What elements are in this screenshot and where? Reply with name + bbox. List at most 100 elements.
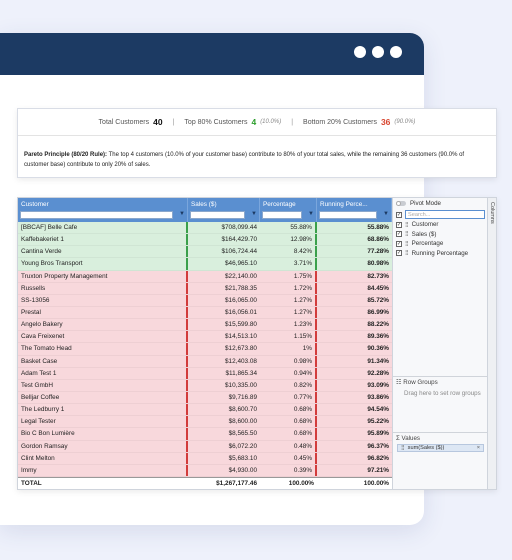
table-row[interactable]: Test GmbH $10,335.00 0.82% 93.09% xyxy=(18,379,392,392)
checkbox-checked-icon[interactable]: ✓ xyxy=(396,250,402,257)
cell-percentage: 0.39% xyxy=(260,464,317,476)
cell-sales: $12,403.08 xyxy=(225,357,257,365)
pareto-text: The top 4 customers (10.0% of your custo… xyxy=(24,152,465,168)
cell-running-percentage: 82.73% xyxy=(367,272,389,280)
columns-side-tab[interactable]: Columns xyxy=(487,198,496,489)
table-row[interactable]: Legal Tester $8,600.00 0.68% 95.22% xyxy=(18,416,392,429)
filter-input-customer[interactable] xyxy=(20,211,173,219)
cell-percentage: 8.42% xyxy=(260,246,317,258)
filter-icon[interactable]: ▼ xyxy=(179,211,185,217)
cell-customer: Cantina Verde xyxy=(18,246,188,258)
table-row[interactable]: The Ledburry 1 $8,600.70 0.68% 94.54% xyxy=(18,404,392,417)
sigma-icon: Σ xyxy=(396,435,402,442)
cell-sales: $10,335.00 xyxy=(225,381,257,389)
table-row[interactable]: Immy $4,930.00 0.39% 97.21% xyxy=(18,464,392,477)
table-row[interactable]: Angelo Bakery $15,599.80 1.23% 88.22% xyxy=(18,319,392,332)
cell-customer: The Tomato Head xyxy=(18,343,188,355)
cell-customer: Kaffebakeriet 1 xyxy=(18,234,188,246)
cell-customer: SS-13056 xyxy=(18,294,188,306)
table-row[interactable]: Russells $21,788.35 1.72% 84.45% xyxy=(18,282,392,295)
values-chip[interactable]: ⣿ sum(Sales ($)) × xyxy=(397,444,484,452)
select-all-checkbox[interactable]: ✓ xyxy=(396,211,402,218)
row-groups-section[interactable]: ☷ Row Groups Drag here to set row groups xyxy=(393,376,488,429)
cell-running-percentage: 95.89% xyxy=(367,430,389,438)
column-item-running-percentage[interactable]: ✓ ⣿ Running Percentage xyxy=(393,249,488,259)
cell-sales: $8,600.70 xyxy=(228,406,257,414)
cell-running-percentage: 88.22% xyxy=(367,321,389,329)
cell-running-percentage: 93.86% xyxy=(367,393,389,401)
table-row[interactable]: Truxton Property Management $22,140.00 1.7… xyxy=(18,270,392,283)
bottom-customers-label: Bottom 20% Customers xyxy=(303,118,377,126)
column-item-label: Sales ($) xyxy=(411,230,437,238)
table-row[interactable]: Prestal $16,056.01 1.27% 86.99% xyxy=(18,306,392,320)
column-item-sales[interactable]: ✓ ⣿ Sales ($) xyxy=(393,230,488,240)
column-header-percentage[interactable]: Percentage xyxy=(260,198,317,210)
pareto-description: Pareto Principle (80/20 Rule): The top 4… xyxy=(18,136,496,170)
cell-percentage: 1% xyxy=(260,343,317,355)
table-row[interactable]: SS-13056 $16,065.00 1.27% 85.72% xyxy=(18,294,392,307)
summary-stats: Total Customers 40 | Top 80% Customers 4… xyxy=(18,109,496,136)
drag-grip-icon[interactable]: ⣿ xyxy=(405,240,409,247)
drag-grip-icon[interactable]: ⣿ xyxy=(405,250,409,257)
cell-customer: The Ledburry 1 xyxy=(18,404,188,416)
table-row[interactable]: Cava Freixenet $14,513.10 1.15% 89.36% xyxy=(18,331,392,344)
summary-card: Total Customers 40 | Top 80% Customers 4… xyxy=(17,108,497,178)
table-row[interactable]: Gordon Ramsay $6,072.20 0.48% 96.37% xyxy=(18,440,392,453)
cell-sales: $16,065.00 xyxy=(225,296,257,304)
values-section[interactable]: Σ Values ⣿ sum(Sales ($)) × xyxy=(393,432,488,489)
cell-sales: $106,724.44 xyxy=(221,248,257,256)
cell-sales: $14,513.10 xyxy=(225,333,257,341)
filter-input-running-percentage[interactable] xyxy=(319,211,377,219)
drag-grip-icon[interactable]: ⣿ xyxy=(401,445,405,451)
column-header-sales[interactable]: Sales ($) xyxy=(188,198,260,210)
grid-filter-row: ▼ ▼ ▼ ▼ xyxy=(18,210,392,222)
values-title: Values xyxy=(401,435,421,442)
filter-icon[interactable]: ▼ xyxy=(251,211,257,217)
cell-running-percentage: 68.86% xyxy=(367,236,389,244)
column-search-input[interactable]: Search... xyxy=(405,210,485,219)
cell-customer: Belljar Coffee xyxy=(18,391,188,404)
filter-icon[interactable]: ▼ xyxy=(383,211,389,217)
window-control-dot-2[interactable] xyxy=(372,46,384,58)
table-row[interactable]: Young Bros Transport $46,965.10 3.71% 80.98… xyxy=(18,258,392,271)
table-row[interactable]: Clint Melton $5,683.10 0.45% 96.82% xyxy=(18,452,392,465)
cell-percentage: 1.27% xyxy=(260,306,317,319)
drag-grip-icon[interactable]: ⣿ xyxy=(405,231,409,238)
column-item-percentage[interactable]: ✓ ⣿ Percentage xyxy=(393,239,488,249)
table-row[interactable]: Bio C Bon Lumière $8,565.50 0.68% 95.89% xyxy=(18,428,392,441)
window-control-dot-3[interactable] xyxy=(390,46,402,58)
drag-grip-icon[interactable]: ⣿ xyxy=(405,221,409,228)
table-row[interactable]: Cantina Verde $106,724.44 8.42% 77.28% xyxy=(18,246,392,259)
table-row[interactable]: The Tomato Head $12,673.80 1% 90.36% xyxy=(18,343,392,356)
column-header-customer[interactable]: Customer xyxy=(18,198,188,210)
table-row[interactable]: Belljar Coffee $9,716.89 0.77% 93.86% xyxy=(18,391,392,405)
cell-customer: Basket Case xyxy=(18,355,188,367)
table-row[interactable]: [BBCAF] Belle Cafe $708,099.44 55.88% 55.88… xyxy=(18,222,392,235)
cell-percentage: 0.77% xyxy=(260,391,317,404)
cell-percentage: 12.98% xyxy=(260,234,317,246)
filter-icon[interactable]: ▼ xyxy=(308,211,314,217)
remove-icon[interactable]: × xyxy=(476,445,480,451)
cell-customer: Immy xyxy=(18,464,188,476)
filter-input-sales[interactable] xyxy=(190,211,245,219)
column-header-running-percentage[interactable]: Running Perce... xyxy=(317,198,392,210)
pivot-mode-row[interactable]: Pivot Mode xyxy=(393,198,488,209)
checkbox-checked-icon[interactable]: ✓ xyxy=(396,221,402,228)
window-control-dot-1[interactable] xyxy=(354,46,366,58)
checkbox-checked-icon[interactable]: ✓ xyxy=(396,240,402,247)
column-item-customer[interactable]: ✓ ⣿ Customer xyxy=(393,220,488,230)
cell-percentage: 0.68% xyxy=(260,416,317,428)
table-row[interactable]: Kaffebakeriet 1 $164,429.70 12.98% 68.86% xyxy=(18,234,392,247)
columns-tab-label: Columns xyxy=(489,202,495,224)
total-row: TOTAL $1,267,177.46 100.00% 100.00% xyxy=(18,476,392,489)
table-row[interactable]: Adam Test 1 $11,865.34 0.94% 92.28% xyxy=(18,367,392,380)
filter-input-percentage[interactable] xyxy=(262,211,302,219)
cell-customer: Clint Melton xyxy=(18,452,188,464)
table-row[interactable]: Basket Case $12,403.08 0.98% 91.34% xyxy=(18,355,392,368)
row-groups-title: Row Groups xyxy=(403,379,438,386)
checkbox-checked-icon[interactable]: ✓ xyxy=(396,231,402,238)
cell-percentage: 0.82% xyxy=(260,379,317,391)
column-search-row: ✓ Search... xyxy=(393,209,488,220)
pivot-mode-toggle[interactable] xyxy=(396,201,406,206)
cell-running-percentage: 89.36% xyxy=(367,333,389,341)
